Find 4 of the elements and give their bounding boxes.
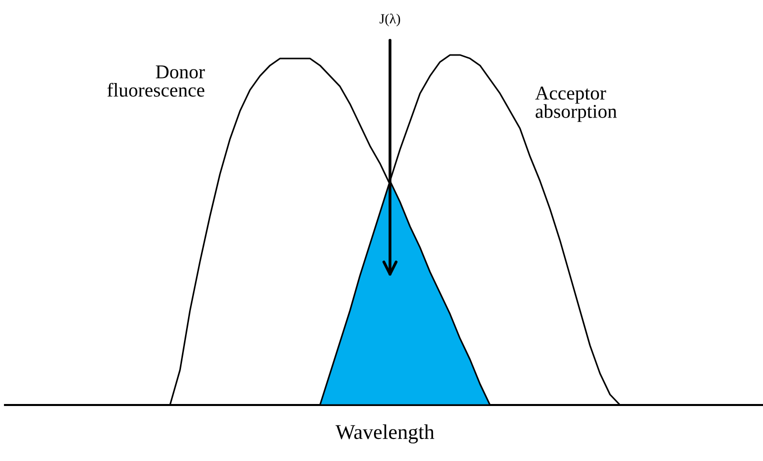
series-label: Acceptor absorption	[535, 86, 617, 122]
x-axis-title: Wavelength	[336, 424, 434, 444]
series-label: Donor fluorescence	[107, 66, 205, 97]
text: J(λ)	[380, 14, 400, 26]
